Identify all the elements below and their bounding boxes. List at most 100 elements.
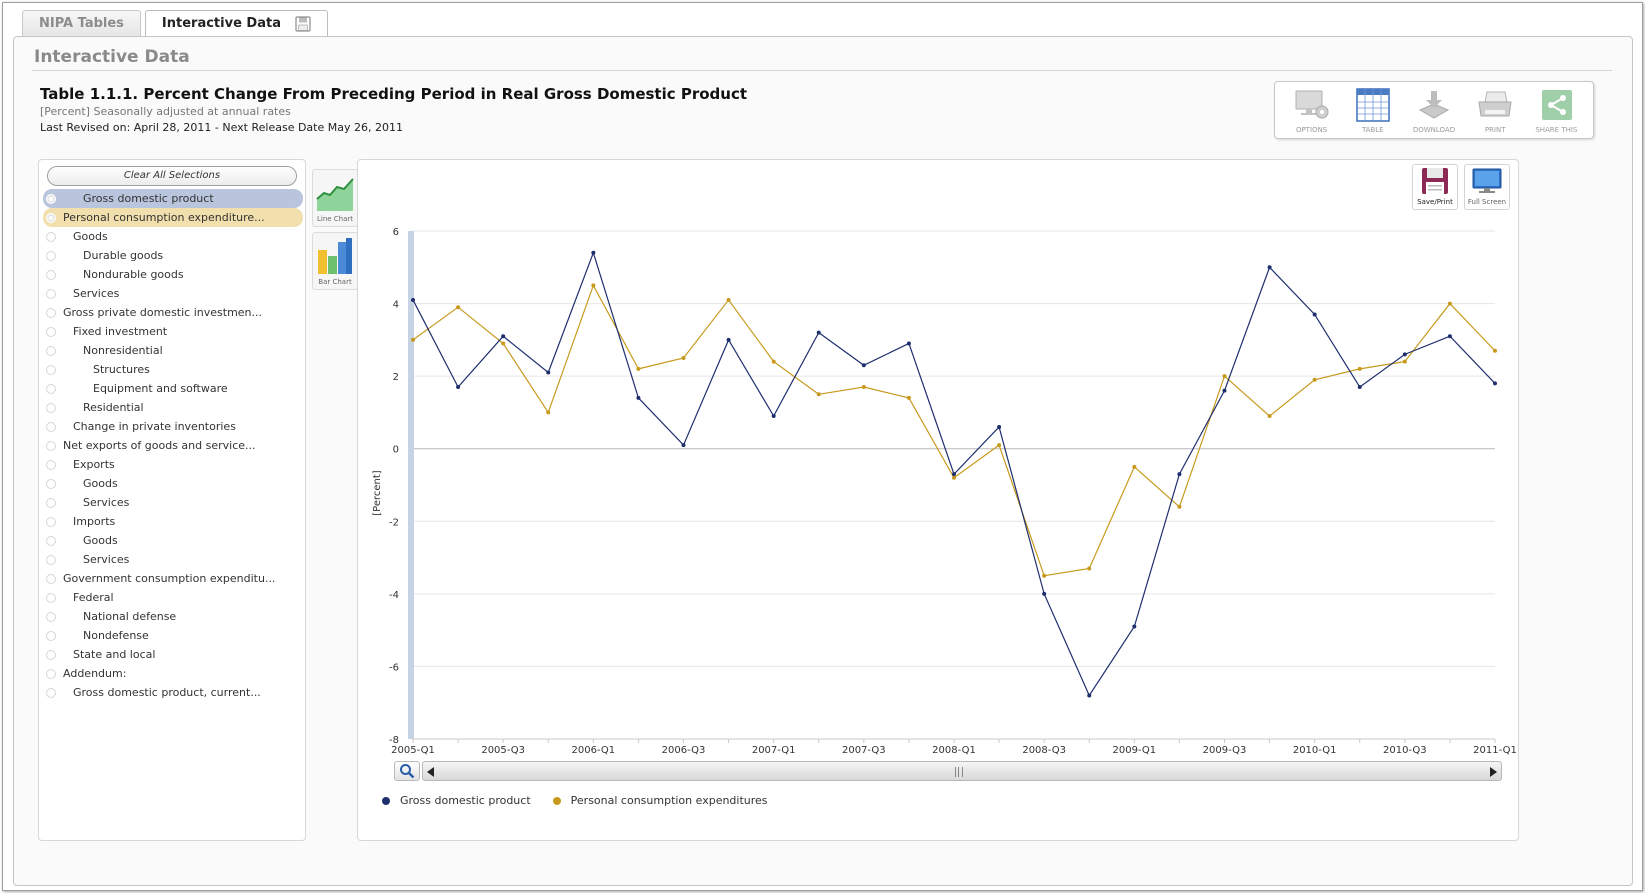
series-item[interactable]: State and local: [43, 645, 303, 664]
radio-button[interactable]: [46, 592, 56, 603]
series-item[interactable]: Structures: [43, 360, 303, 379]
radio-button[interactable]: [46, 459, 56, 470]
radio-button[interactable]: [46, 516, 56, 527]
series-item[interactable]: Goods: [43, 531, 303, 550]
radio-button[interactable]: [46, 649, 56, 660]
full-screen-label: Full Screen: [1467, 198, 1507, 206]
radio-button[interactable]: [46, 630, 56, 641]
full-screen-button[interactable]: Full Screen: [1464, 164, 1510, 210]
series-item[interactable]: Services: [43, 284, 303, 303]
series-item[interactable]: Goods: [43, 227, 303, 246]
scroll-right-arrow-icon[interactable]: [1490, 767, 1497, 777]
radio-button[interactable]: [46, 554, 56, 565]
share-button[interactable]: SHARE THIS: [1528, 88, 1584, 134]
radio-button[interactable]: [46, 193, 56, 204]
data-point-pce: [681, 356, 686, 360]
radio-button[interactable]: [46, 326, 56, 337]
data-point-gdp: [1222, 388, 1227, 393]
data-point-pce: [1493, 348, 1497, 353]
series-item[interactable]: Services: [43, 550, 303, 569]
series-item-label: Goods: [73, 230, 108, 243]
table-button[interactable]: TABLE: [1345, 88, 1401, 134]
tab-bar: NIPA Tables Interactive Data: [22, 10, 332, 37]
data-point-gdp: [681, 443, 686, 448]
download-button[interactable]: DOWNLOAD: [1406, 88, 1462, 134]
series-line-pce: [412, 283, 1496, 577]
series-item-label: Fixed investment: [73, 325, 168, 338]
radio-button[interactable]: [46, 535, 56, 546]
radio-button[interactable]: [46, 269, 56, 280]
series-item[interactable]: Gross domestic product: [43, 189, 303, 208]
series-item-label: Personal consumption expenditure...: [63, 211, 265, 224]
series-item-label: Net exports of goods and service...: [63, 439, 256, 452]
series-item[interactable]: Federal: [43, 588, 303, 607]
radio-button[interactable]: [46, 573, 56, 584]
radio-button[interactable]: [46, 421, 56, 432]
radio-button[interactable]: [46, 364, 56, 375]
print-button[interactable]: PRINT: [1467, 88, 1523, 134]
series-item[interactable]: Exports: [43, 455, 303, 474]
data-point-pce: [591, 283, 596, 288]
series-item[interactable]: Addendum:: [43, 664, 303, 683]
series-item[interactable]: Nondurable goods: [43, 265, 303, 284]
series-item[interactable]: Nondefense: [43, 626, 303, 645]
series-item[interactable]: Personal consumption expenditure...: [43, 208, 303, 227]
radio-button[interactable]: [46, 345, 56, 356]
radio-button[interactable]: [46, 478, 56, 489]
data-point-pce: [997, 443, 1002, 448]
radio-button[interactable]: [46, 497, 56, 508]
radio-button[interactable]: [46, 687, 56, 698]
bar-chart-button[interactable]: Bar Chart: [312, 232, 358, 290]
tab-nipa-tables-label: NIPA Tables: [39, 15, 124, 31]
legend-item-pce[interactable]: Personal consumption expenditures: [552, 794, 768, 807]
series-item[interactable]: Gross domestic product, current...: [43, 683, 303, 702]
series-item[interactable]: Services: [43, 493, 303, 512]
clear-all-selections-button[interactable]: Clear All Selections: [47, 166, 297, 186]
radio-button[interactable]: [46, 668, 56, 679]
series-item[interactable]: Durable goods: [43, 246, 303, 265]
radio-button[interactable]: [46, 611, 56, 622]
radio-button[interactable]: [46, 212, 56, 223]
data-point-pce: [771, 359, 776, 364]
radio-button[interactable]: [46, 402, 56, 413]
series-item[interactable]: Net exports of goods and service...: [43, 436, 303, 455]
legend-item-gdp[interactable]: Gross domestic product: [382, 794, 531, 807]
options-button[interactable]: OPTIONS: [1284, 88, 1340, 134]
data-point-pce: [1402, 359, 1407, 364]
zoom-button[interactable]: [394, 761, 420, 781]
series-item[interactable]: Change in private inventories: [43, 417, 303, 436]
series-item[interactable]: Goods: [43, 474, 303, 493]
data-point-gdp: [726, 337, 731, 342]
series-item[interactable]: Residential: [43, 398, 303, 417]
chart-panel: -8 -6 -4 -2 0 2 4 6 2005-Q1 2005-Q3 2006-Q1 2006-Q3…: [357, 159, 1519, 841]
series-item[interactable]: Equipment and software: [43, 379, 303, 398]
data-point-pce: [1177, 504, 1182, 509]
line-chart-button[interactable]: Line Chart: [312, 169, 358, 227]
scroll-grip-handle[interactable]: [955, 767, 963, 777]
scroll-left-arrow-icon[interactable]: [427, 767, 434, 777]
series-item[interactable]: National defense: [43, 607, 303, 626]
series-item-label: Goods: [83, 477, 118, 490]
radio-button[interactable]: [46, 231, 56, 242]
y-tick-label: 6: [393, 227, 399, 238]
series-item[interactable]: Fixed investment: [43, 322, 303, 341]
legend-label-gdp: Gross domestic product: [400, 794, 531, 807]
print-label: PRINT: [1484, 126, 1506, 134]
save-disk-icon[interactable]: [295, 16, 311, 32]
radio-button[interactable]: [46, 250, 56, 261]
series-item[interactable]: Imports: [43, 512, 303, 531]
save-print-button[interactable]: Save/Print: [1412, 164, 1458, 210]
revision-info: Last Revised on: April 28, 2011 - Next R…: [40, 121, 403, 134]
series-item[interactable]: Nonresidential: [43, 341, 303, 360]
series-item[interactable]: Gross private domestic investmen...: [43, 303, 303, 322]
radio-button[interactable]: [46, 307, 56, 318]
time-range-scrollbar[interactable]: [422, 761, 1502, 781]
radio-button[interactable]: [46, 383, 56, 394]
series-item[interactable]: Government consumption expenditu...: [43, 569, 303, 588]
series-item-label: Structures: [93, 363, 150, 376]
tab-interactive-data[interactable]: Interactive Data: [144, 10, 328, 37]
tab-nipa-tables[interactable]: NIPA Tables: [22, 10, 141, 36]
radio-button[interactable]: [46, 288, 56, 299]
data-point-gdp: [816, 330, 821, 335]
radio-button[interactable]: [46, 440, 56, 451]
